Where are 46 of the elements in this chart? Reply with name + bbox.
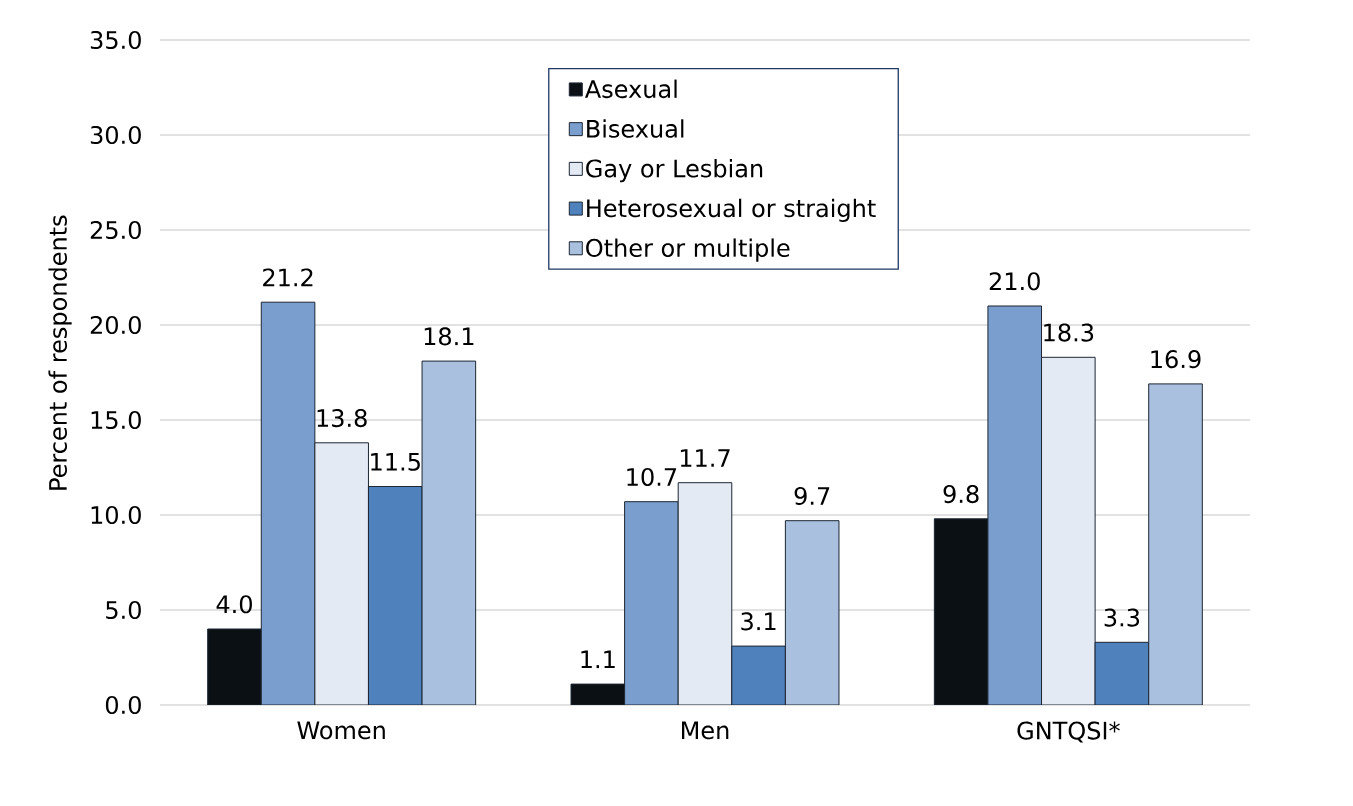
y-tick-label: 0.0 — [105, 695, 141, 715]
bar — [314, 442, 369, 705]
y-tick-label: 10.0 — [91, 505, 141, 525]
legend-label: Gay or Lesbian — [586, 159, 763, 183]
y-tick-label: 25.0 — [90, 220, 141, 240]
data-label: 11.7 — [680, 449, 730, 467]
y-tick-label: 30.0 — [90, 125, 141, 145]
data-label: 21.0 — [989, 272, 1040, 291]
data-label: 16.9 — [1151, 350, 1201, 369]
y-tick-label: 15.0 — [91, 410, 141, 430]
x-tick-label: Women — [297, 721, 385, 740]
bar — [624, 501, 679, 705]
bar — [987, 305, 1043, 705]
y-tick-label: 20.0 — [90, 315, 141, 335]
data-label: 3.3 — [1104, 608, 1140, 627]
data-label: 3.1 — [741, 612, 776, 631]
x-tick-label: GNTQSI* — [1017, 721, 1120, 743]
y-tick-label: 35.0 — [90, 30, 141, 50]
bar — [1041, 356, 1096, 705]
data-label: 1.1 — [581, 650, 615, 669]
bar — [677, 482, 733, 705]
data-label: 18.1 — [424, 327, 474, 346]
legend-label: Heterosexual or straight — [587, 198, 876, 222]
legend-label: Bisexual — [587, 119, 684, 138]
bar — [207, 628, 262, 705]
bar — [784, 520, 840, 705]
bar — [1148, 383, 1203, 705]
data-label: 10.7 — [627, 467, 677, 487]
data-label: 11.5 — [371, 453, 420, 471]
y-axis-title: Percent of respondents — [48, 215, 72, 490]
bar — [933, 518, 989, 705]
bar — [367, 486, 423, 705]
legend-label: Asexual — [584, 79, 677, 99]
bar — [731, 645, 786, 705]
x-tick-label: Men — [682, 721, 729, 740]
legend-label: Other or multiple — [586, 238, 790, 262]
bar — [260, 301, 316, 705]
data-label: 18.3 — [1044, 323, 1094, 342]
data-label: 4.0 — [216, 595, 252, 614]
bar — [421, 360, 477, 705]
data-label: 21.2 — [263, 268, 313, 287]
data-label: 9.8 — [943, 484, 979, 504]
y-tick-label: 5.0 — [106, 600, 141, 620]
data-label: 9.7 — [794, 486, 830, 506]
bar — [1094, 641, 1150, 705]
data-label: 13.8 — [317, 408, 367, 428]
